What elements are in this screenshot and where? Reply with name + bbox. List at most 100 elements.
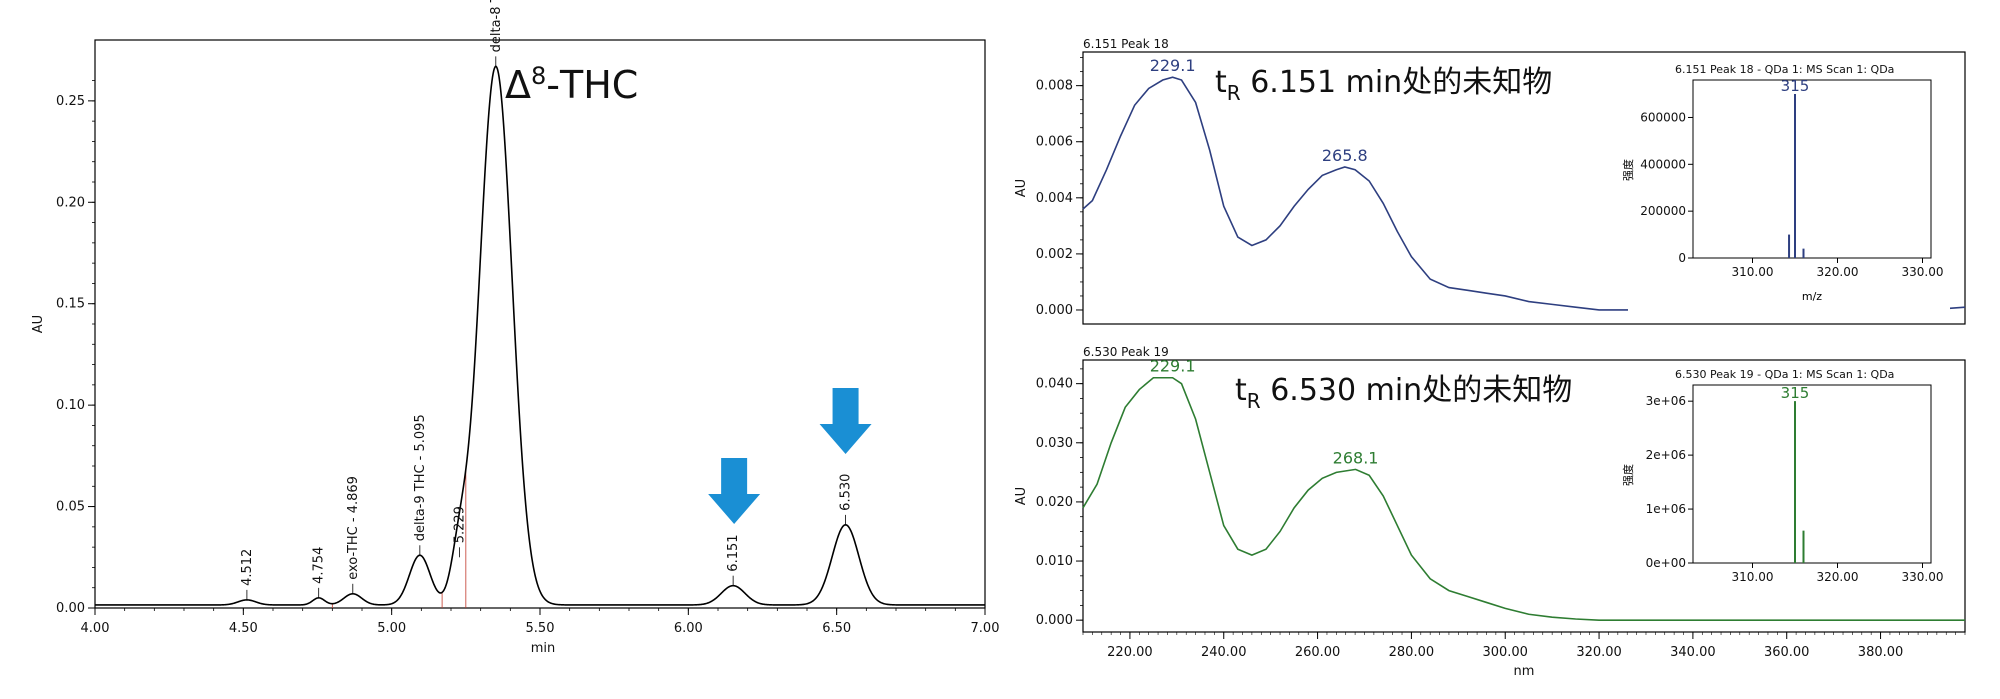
chromatogram-x-label: min (531, 641, 556, 656)
annotation-superscript: 8 (531, 62, 546, 90)
ms-peak-label: 315 (1781, 77, 1810, 95)
x-tick-label: 220.00 (1107, 645, 1153, 660)
y-tick-label: 0.008 (1036, 79, 1073, 94)
ms-inset-peak18-y-label: 强度 (1621, 159, 1635, 181)
uv-peak-label: 229.1 (1150, 357, 1196, 376)
y-tick-label: 0.030 (1036, 436, 1073, 451)
uv-spectrum-peak19-trace (1082, 376, 1965, 621)
uv-spectrum-peak18: 6.151 Peak 18 0.0000.0020.0040.0060.008 … (1014, 37, 1966, 325)
highlight-arrow-icon (819, 388, 872, 454)
y-tick-label: 0.00 (56, 601, 85, 616)
x-tick-label: 5.00 (377, 621, 406, 636)
y-tick-label: 0.05 (56, 500, 85, 515)
ms-inset-peak18-title: 6.151 Peak 18 - QDa 1: MS Scan 1: QDa (1675, 63, 1894, 76)
ms-inset-peak19-background (1628, 368, 1950, 583)
x-tick-label: 6.50 (822, 621, 851, 636)
uv-spectrum-x-label: nm (1514, 664, 1535, 679)
chromatogram-plot-frame (94, 39, 986, 609)
x-tick-label: 6.00 (674, 621, 703, 636)
y-tick-label: 0.004 (1036, 191, 1073, 206)
x-tick-label: 5.50 (526, 621, 555, 636)
ms-peak-label: 315 (1781, 384, 1810, 402)
uv-spectrum-peak18-frame (1082, 51, 1966, 325)
ms-inset-peak19-title: 6.530 Peak 19 - QDa 1: MS Scan 1: QDa (1675, 368, 1894, 381)
x-tick-label: 240.00 (1201, 645, 1247, 660)
annotation-delta: Δ (505, 63, 531, 107)
inset-x-tick-label: 320.00 (1817, 265, 1859, 279)
ms-inset-peak18-background (1628, 62, 1950, 312)
uv-spectrum-peak19-title: 6.530 Peak 19 (1083, 345, 1169, 359)
y-tick-label: 0.002 (1036, 247, 1073, 262)
chromatogram-annotation: Δ8-THC (505, 62, 638, 107)
peak-label: exo-THC - 4.869 (346, 476, 361, 580)
inset-y-tick-label: 200000 (1640, 204, 1686, 218)
inset-y-tick-label: 2e+06 (1646, 448, 1686, 462)
inset-y-tick-label: 1e+06 (1646, 502, 1686, 516)
x-tick-label: 260.00 (1295, 645, 1341, 660)
uv-spectrum-peak19-y-label: AU (1014, 487, 1029, 505)
y-tick-label: 0.020 (1036, 495, 1073, 510)
ms-inset-peak19-frame (1692, 384, 1932, 564)
peak-label: delta-9 THC - 5.095 (413, 414, 428, 541)
highlight-arrow-icon (708, 458, 761, 524)
inset-y-tick-label: 600000 (1640, 110, 1686, 124)
x-tick-label: 4.50 (229, 621, 258, 636)
y-tick-label: 0.010 (1036, 554, 1073, 569)
annotation-subscript: R (1227, 81, 1241, 105)
x-tick-label: 4.00 (81, 621, 110, 636)
inset-x-tick-label: 310.00 (1732, 570, 1774, 584)
peak-label: 4.512 (240, 549, 255, 586)
annotation-t: t (1215, 65, 1227, 100)
ms-inset-peak18: 6.151 Peak 18 - QDa 1: MS Scan 1: QDa 31… (1621, 62, 1950, 312)
annotation-compound: -THC (546, 63, 638, 107)
annotation-text: 6.151 min处的未知物 (1241, 65, 1553, 100)
inset-x-tick-label: 320.00 (1817, 570, 1859, 584)
inset-y-tick-label: 3e+06 (1646, 394, 1686, 408)
x-tick-label: 300.00 (1482, 645, 1528, 660)
inset-y-tick-label: 0e+00 (1646, 556, 1686, 570)
inset-x-tick-label: 310.00 (1732, 265, 1774, 279)
annotation-subscript: R (1247, 389, 1261, 413)
inset-y-tick-label: 400000 (1640, 157, 1686, 171)
chromatogram-trace (95, 65, 985, 606)
chromatogram-y-label: AU (31, 315, 46, 333)
ms-inset-peak18-frame (1692, 79, 1932, 259)
peak-label: 4.754 (312, 547, 327, 584)
y-tick-label: 0.15 (56, 297, 85, 312)
x-tick-label: 380.00 (1858, 645, 1904, 660)
uv-spectrum-peak18-y-label: AU (1014, 179, 1029, 197)
y-tick-label: 0.000 (1036, 613, 1073, 628)
y-tick-label: 0.10 (56, 398, 85, 413)
peak-label: 6.530 (839, 474, 854, 511)
annotation-text: 6.530 min处的未知物 (1261, 373, 1573, 408)
uv-spectrum-peak19-annotation: tR 6.530 min处的未知物 (1235, 373, 1572, 413)
uv-spectrum-peak18-title: 6.151 Peak 18 (1083, 37, 1169, 51)
ms-inset-peak18-x-label: m/z (1802, 290, 1822, 303)
inset-x-tick-label: 330.00 (1902, 265, 1944, 279)
x-tick-label: 340.00 (1670, 645, 1716, 660)
uv-spectrum-peak19: 6.530 Peak 19 0.000 0.010 0.020 0.030 0.040 2… (1014, 345, 1966, 679)
inset-y-tick-label: 0 (1678, 251, 1686, 265)
ms-inset-peak19: 6.530 Peak 19 - QDa 1: MS Scan 1: QDa 31… (1621, 368, 1950, 584)
x-tick-label: 360.00 (1764, 645, 1810, 660)
y-tick-label: 0.040 (1036, 377, 1073, 392)
x-tick-label: 320.00 (1576, 645, 1622, 660)
x-tick-label: 280.00 (1389, 645, 1435, 660)
uv-peak-label: 229.1 (1150, 56, 1196, 75)
x-tick-label: 7.00 (971, 621, 1000, 636)
peak-label: 6.151 (726, 534, 741, 571)
uv-peak-label: 265.8 (1322, 146, 1368, 165)
y-tick-label: 0.25 (56, 94, 85, 109)
y-tick-label: 0.006 (1036, 135, 1073, 150)
uv-peak-label: 268.1 (1333, 448, 1379, 467)
annotation-t: t (1235, 373, 1247, 408)
peak-label: 5.229 (453, 506, 468, 543)
ms-inset-peak19-y-label: 强度 (1621, 464, 1635, 486)
y-tick-label: 0.000 (1036, 303, 1073, 318)
inset-x-tick-label: 330.00 (1902, 570, 1944, 584)
chromatogram-chart: 4.00 4.50 5.00 5.50 6.00 6.50 7.00 0.00 0.05 0.10… (31, 0, 999, 656)
peak-label: delta-8 THC - 5.351 (489, 0, 504, 52)
y-tick-label: 0.20 (56, 195, 85, 210)
